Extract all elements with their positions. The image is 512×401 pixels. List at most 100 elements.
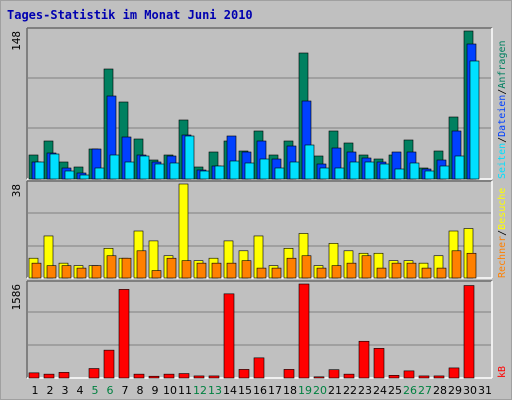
- bar-rechner-day-29: [451, 250, 462, 279]
- x-tick-label-28: 28: [433, 384, 447, 397]
- x-tick-label-21: 21: [328, 384, 342, 397]
- bar-kb-day-2: [43, 373, 55, 379]
- bar-kb-day-24: [373, 348, 385, 379]
- bar-seiten-day-19: [304, 144, 315, 180]
- right-legend-middle: Rechner/Besuche: [497, 188, 508, 278]
- x-tick-label-15: 15: [238, 384, 252, 397]
- bar-kb-day-28: [433, 375, 445, 379]
- bar-kb-day-3: [58, 372, 70, 379]
- bar-seiten-day-26: [409, 162, 420, 180]
- bar-seiten-day-17: [274, 167, 285, 180]
- legend-besuche: Besuche: [497, 188, 508, 230]
- x-tick-label-14: 14: [223, 384, 237, 397]
- bar-rechner-day-3: [61, 265, 72, 279]
- bar-seiten-day-1: [34, 161, 45, 180]
- x-tick-label-30: 30: [463, 384, 477, 397]
- x-tick-label-19: 19: [298, 384, 312, 397]
- bar-seiten-day-15: [244, 162, 255, 180]
- bar-kb-day-13: [208, 375, 220, 379]
- bar-rechner-day-22: [346, 262, 357, 279]
- bar-kb-day-25: [388, 375, 400, 379]
- bar-seiten-day-24: [379, 163, 390, 180]
- bar-rechner-day-14: [226, 262, 237, 279]
- bar-seiten-day-14: [229, 160, 240, 180]
- x-tick-label-27: 27: [418, 384, 432, 397]
- bar-rechner-day-30: [466, 252, 477, 279]
- ymax-label-bottom: 1586: [10, 284, 23, 311]
- bar-kb-day-21: [328, 369, 340, 379]
- bar-rechner-day-6: [106, 255, 117, 279]
- x-tick-label-9: 9: [152, 384, 159, 397]
- x-tick-label-4: 4: [77, 384, 84, 397]
- bar-seiten-day-20: [319, 167, 330, 180]
- bar-seiten-day-5: [94, 167, 105, 180]
- legend-rechner: Rechner: [497, 236, 508, 278]
- bar-rechner-day-27: [421, 267, 432, 279]
- bar-rechner-day-4: [76, 267, 87, 279]
- x-tick-label-3: 3: [62, 384, 69, 397]
- bar-kb-day-27: [418, 375, 430, 379]
- bar-rechner-day-23: [361, 255, 372, 279]
- x-tick-label-6: 6: [107, 384, 114, 397]
- bar-kb-day-19: [298, 283, 310, 379]
- bar-rechner-day-2: [46, 265, 57, 279]
- bar-rechner-day-20: [316, 267, 327, 279]
- bar-kb-day-20: [313, 376, 325, 379]
- bar-kb-day-6: [103, 349, 115, 379]
- x-tick-label-16: 16: [253, 384, 267, 397]
- ymax-label-top: 148: [10, 31, 23, 51]
- bar-kb-day-12: [193, 375, 205, 379]
- bar-kb-day-1: [28, 372, 40, 379]
- bar-seiten-day-3: [64, 170, 75, 180]
- bar-rechner-day-25: [391, 262, 402, 279]
- x-tick-label-29: 29: [448, 384, 462, 397]
- x-tick-label-10: 10: [163, 384, 177, 397]
- bar-rechner-day-9: [151, 270, 162, 279]
- bar-seiten-day-22: [349, 161, 360, 180]
- bar-rechner-day-10: [166, 257, 177, 279]
- bar-seiten-day-29: [454, 155, 465, 180]
- bar-seiten-day-16: [259, 158, 270, 180]
- bar-kb-day-14: [223, 293, 235, 379]
- x-tick-label-8: 8: [137, 384, 144, 397]
- bar-seiten-day-23: [364, 161, 375, 180]
- x-tick-label-5: 5: [92, 384, 99, 397]
- legend-dateien: Dateien: [497, 95, 508, 137]
- bar-rechner-day-24: [376, 267, 387, 279]
- x-tick-label-22: 22: [343, 384, 357, 397]
- bar-kb-day-11: [178, 373, 190, 379]
- x-tick-label-23: 23: [358, 384, 372, 397]
- bar-seiten-day-10: [169, 162, 180, 180]
- bar-seiten-day-2: [49, 153, 60, 180]
- x-tick-label-20: 20: [313, 384, 327, 397]
- bar-kb-day-26: [403, 370, 415, 379]
- bar-kb-day-7: [118, 289, 130, 379]
- x-tick-label-17: 17: [268, 384, 282, 397]
- x-tick-label-1: 1: [32, 384, 39, 397]
- x-tick-label-24: 24: [373, 384, 387, 397]
- bar-seiten-day-30: [469, 60, 480, 180]
- x-tick-label-31: 31: [478, 384, 492, 397]
- bar-seiten-day-12: [199, 170, 210, 180]
- bar-kb-day-16: [253, 357, 265, 379]
- bar-kb-day-5: [88, 368, 100, 379]
- bar-seiten-day-13: [214, 165, 225, 180]
- bar-kb-day-15: [238, 369, 250, 379]
- bar-kb-day-9: [148, 375, 160, 379]
- bar-rechner-day-21: [331, 265, 342, 279]
- bar-kb-day-8: [133, 373, 145, 379]
- bar-rechner-day-19: [301, 255, 312, 279]
- bar-seiten-day-7: [124, 161, 135, 180]
- bar-rechner-day-13: [211, 262, 222, 279]
- bar-seiten-day-25: [394, 168, 405, 180]
- bar-seiten-day-27: [424, 170, 435, 180]
- bar-rechner-day-18: [286, 257, 297, 279]
- bar-rechner-day-17: [271, 267, 282, 279]
- bar-rechner-day-15: [241, 260, 252, 279]
- bar-rechner-day-28: [436, 267, 447, 279]
- bar-rechner-day-12: [196, 262, 207, 279]
- bar-rechner-day-8: [136, 250, 147, 279]
- bar-seiten-day-9: [154, 163, 165, 180]
